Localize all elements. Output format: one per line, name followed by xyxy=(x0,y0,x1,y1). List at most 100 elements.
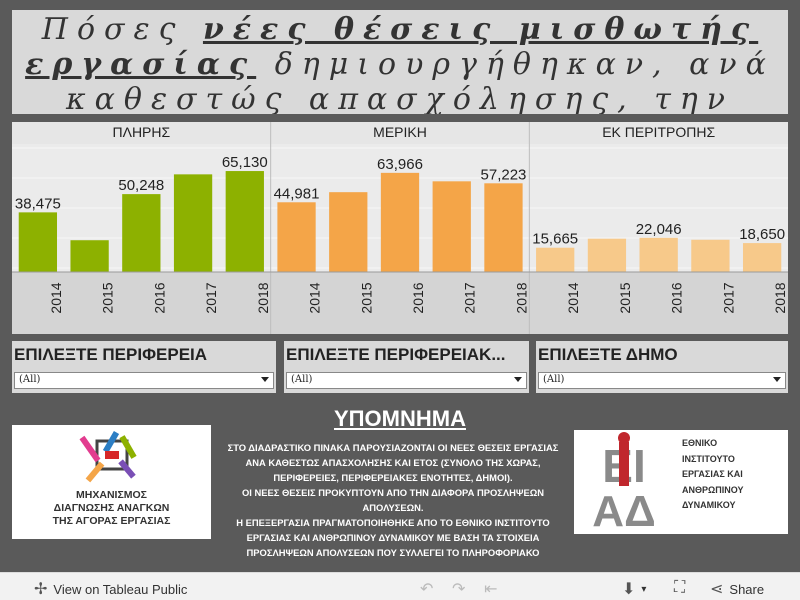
download-icon: ⬇ xyxy=(622,581,636,598)
title-plain-2: δημιουργήθηκαν, ανά xyxy=(256,47,775,82)
mechanism-logo-line-2: ΔΙΑΓΝΩΣΗΣ ΑΝΑΓΚΩΝ xyxy=(53,502,170,514)
title-line-2: εργασίας δημιουργήθηκαν, ανά xyxy=(20,47,780,82)
bar xyxy=(329,192,368,272)
filter-municipality: ΕΠΙΛΕΞΤΕ ΔΗΜΟ (All) xyxy=(536,341,788,393)
data-label: 44,981 xyxy=(274,185,320,202)
share-label: Share xyxy=(729,581,765,597)
x-tick-label: 2014 xyxy=(48,282,64,313)
bar xyxy=(277,202,316,272)
bar xyxy=(639,237,678,272)
x-tick-label: 2018 xyxy=(255,282,271,313)
x-tick-label: 2017 xyxy=(462,282,478,313)
data-label: 18,650 xyxy=(739,226,785,243)
filter-region-label: ΕΠΙΛΕΞΤΕ ΠΕΡΙΦΕΡΕΙΑ xyxy=(14,345,208,364)
data-label: 15,665 xyxy=(532,231,578,248)
panel-header-label: ΕΚ ΠΕΡΙΤΡΟΠΗΣ xyxy=(602,124,715,140)
title-underlined-1: νέες θέσεις μισθωτής xyxy=(202,12,759,47)
x-tick-label: 2014 xyxy=(307,282,323,313)
filter-municipality-label: ΕΠΙΛΕΞΤΕ ΔΗΜΟ xyxy=(538,345,678,364)
legend-paragraph-2: ΟΙ ΝΕΕΣ ΘΕΣΕΙΣ ΠΡΟΚΥΠΤΟΥΝ ΑΠΟ ΤΗΝ ΔΙΑΦΟΡ… xyxy=(241,487,545,513)
chevron-down-icon xyxy=(261,377,269,382)
bar xyxy=(173,174,213,272)
chevron-down-icon xyxy=(773,377,781,382)
data-label: 50,248 xyxy=(118,177,164,194)
undo-icon: ↶ xyxy=(420,581,434,598)
x-tick-label: 2015 xyxy=(100,282,116,313)
filter-municipality-select[interactable]: (All) xyxy=(538,372,786,389)
filter-regional-unit-value: (All) xyxy=(291,374,313,385)
bar xyxy=(691,239,730,272)
tableau-logo-icon: ✢ xyxy=(34,581,48,598)
filter-region-value: (All) xyxy=(19,374,41,385)
eiead-logo-line-3: ΕΡΓΑΣΙΑΣ ΚΑΙ xyxy=(682,469,743,479)
eiead-logo-text: ΕΘΝΙΚΟ ΙΝΣΤΙΤΟΥΤΟ ΕΡΓΑΣΙΑΣ ΚΑΙ ΑΝΘΡΩΠΙΝΟ… xyxy=(682,436,743,514)
title-line-1: Πόσες νέες θέσεις μισθωτής xyxy=(20,12,780,47)
mechanism-logo-line-1: ΜΗΧΑΝΙΣΜΟΣ xyxy=(76,489,147,501)
filter-regional-unit: ΕΠΙΛΕΞΤΕ ΠΕΡΙΦΕΡΕΙΑΚ... (All) xyxy=(284,341,529,393)
undo-button[interactable]: ↶ xyxy=(420,579,433,599)
mechanism-logo-line-3: ΤΗΣ ΑΓΟΡΑΣ ΕΡΓΑΣΙΑΣ xyxy=(52,515,171,527)
panel-header xyxy=(529,122,788,144)
eiead-logo-line-5: ΔΥΝΑΜΙΚΟΥ xyxy=(682,500,736,510)
x-tick-label: 2015 xyxy=(358,282,374,313)
bar xyxy=(122,194,161,272)
bar-chart-panel: ΠΛΗΡΗΣ 38,475 2014 2015 50,248 2016 2017 65,130… xyxy=(12,122,788,334)
chevron-down-icon: ▾ xyxy=(641,583,647,595)
share-icon: ⋖ xyxy=(710,581,724,598)
labour-market-mechanism-logo: ΜΗΧΑΝΙΣΜΟΣ ΔΙΑΓΝΩΣΗΣ ΑΝΑΓΚΩΝ ΤΗΣ ΑΓΟΡΑΣ … xyxy=(12,425,211,539)
panel-header xyxy=(12,122,271,144)
legend-text: ΣΤΟ ΔΙΑΔΡΑΣΤΙΚΟ ΠΙΝΑΚΑ ΠΑΡΟΥΣΙΑΖΟΝΤΑΙ ΟΙ… xyxy=(220,440,566,560)
x-tick-label: 2016 xyxy=(151,282,167,313)
redo-button[interactable]: ↷ xyxy=(452,579,465,599)
data-label: 22,046 xyxy=(636,221,682,238)
share-button[interactable]: ⋖ Share xyxy=(710,579,764,599)
x-tick-label: 2016 xyxy=(669,282,685,313)
x-tick-label: 2017 xyxy=(720,282,736,313)
mechanism-logo-mark xyxy=(79,430,137,483)
legend-paragraph-1: ΣΤΟ ΔΙΑΔΡΑΣΤΙΚΟ ΠΙΝΑΚΑ ΠΑΡΟΥΣΙΑΖΟΝΤΑΙ ΟΙ… xyxy=(227,442,559,483)
bar xyxy=(536,247,575,272)
filter-region: ΕΠΙΛΕΞΤΕ ΠΕΡΙΦΕΡΕΙΑ (All) xyxy=(12,341,276,393)
fullscreen-icon: ⛶ xyxy=(674,579,686,596)
x-tick-label: 2014 xyxy=(565,282,581,313)
filter-municipality-value: (All) xyxy=(543,374,565,385)
title-underlined-2: εργασίας xyxy=(25,47,257,82)
view-on-tableau-link[interactable]: ✢ View on Tableau Public xyxy=(34,579,187,599)
panel-header-label: ΠΛΗΡΗΣ xyxy=(112,124,170,140)
tableau-toolbar: ✢ View on Tableau Public ↶ ↷ ⇤ ⬇ ▾ ⛶ ⋖ Sh… xyxy=(0,572,800,600)
legend-title-text: ΥΠΟΜΝΗΜΑ xyxy=(334,406,466,431)
dashboard-title: Πόσες νέες θέσεις μισθωτής εργασίας δημι… xyxy=(12,10,788,114)
data-label: 38,475 xyxy=(15,195,61,212)
redo-icon: ↷ xyxy=(452,581,466,598)
eiead-logo-line-1: ΕΘΝΙΚΟ xyxy=(682,438,718,448)
panel-header xyxy=(270,122,530,144)
eiead-logo-line-4: ΑΝΘΡΩΠΙΝΟΥ xyxy=(682,484,744,495)
x-tick-label: 2015 xyxy=(617,282,633,313)
eiead-logo: ΕΙ ΑΔ ΕΘΝΙΚΟ ΙΝΣΤΙΤΟΥΤΟ ΕΡΓΑΣΙΑΣ ΚΑΙ ΑΝΘ… xyxy=(574,430,788,536)
data-label: 65,130 xyxy=(222,154,268,171)
download-button[interactable]: ⬇ ▾ xyxy=(622,579,646,599)
title-line-3: καθεστώς απασχόλησης, την xyxy=(65,82,735,114)
fullscreen-button[interactable]: ⛶ xyxy=(674,579,685,597)
revert-icon: ⇤ xyxy=(484,581,498,598)
data-label: 63,966 xyxy=(377,156,423,173)
filter-regional-unit-select[interactable]: (All) xyxy=(286,372,527,389)
filter-region-select[interactable]: (All) xyxy=(14,372,274,389)
bar-chart: ΠΛΗΡΗΣ 38,475 2014 2015 50,248 2016 2017 65,130… xyxy=(12,122,788,334)
bar xyxy=(380,172,420,272)
revert-button[interactable]: ⇤ xyxy=(484,579,497,599)
legend-title: ΥΠΟΜΝΗΜΑ xyxy=(0,406,800,432)
view-on-tableau-label: View on Tableau Public xyxy=(53,581,188,597)
x-tick-label: 2017 xyxy=(203,282,219,313)
chevron-down-icon xyxy=(514,377,522,382)
x-tick-label: 2018 xyxy=(772,282,788,313)
bar xyxy=(70,240,109,272)
mechanism-logo-text: ΜΗΧΑΝΙΣΜΟΣ ΔΙΑΓΝΩΣΗΣ ΑΝΑΓΚΩΝ ΤΗΣ ΑΓΟΡΑΣ … xyxy=(12,489,211,528)
filter-regional-unit-label: ΕΠΙΛΕΞΤΕ ΠΕΡΙΦΕΡΕΙΑΚ... xyxy=(286,345,506,364)
bar xyxy=(432,181,471,272)
legend-paragraph-3: Η ΕΠΕΞΕΡΓΑΣΙΑ ΠΡΑΓΜΑΤΟΠΟΙΗΘΗΚΕ ΑΠΟ ΤΟ ΕΘ… xyxy=(236,517,550,558)
eiead-logo-mark: ΕΙ ΑΔ xyxy=(592,432,656,536)
x-tick-label: 2018 xyxy=(513,282,529,313)
bar xyxy=(225,171,264,272)
bar xyxy=(742,243,782,272)
